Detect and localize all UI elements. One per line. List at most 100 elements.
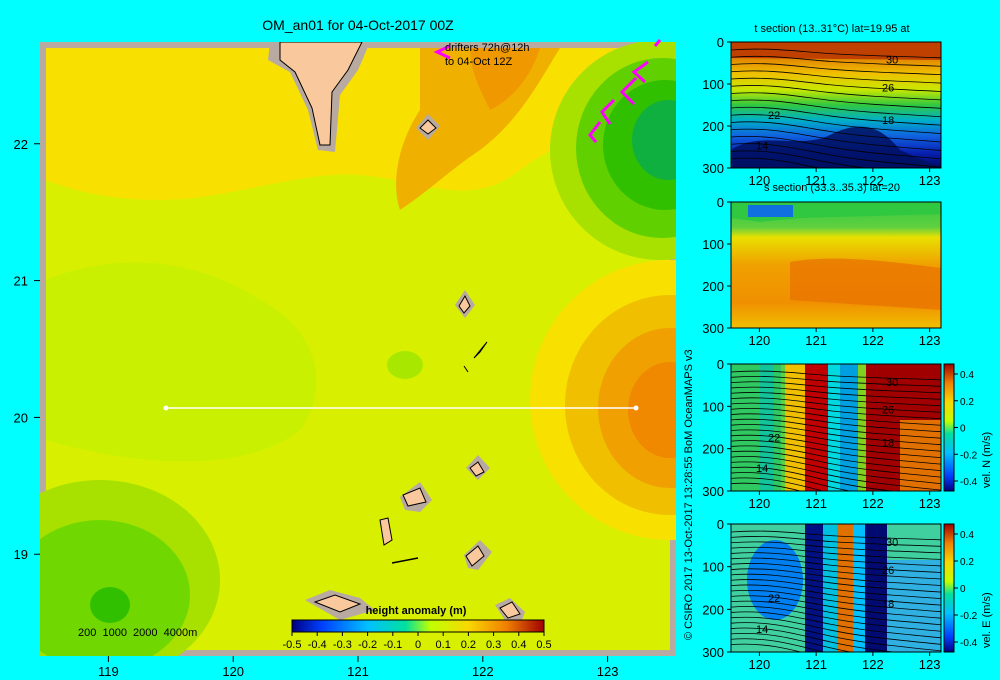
section-x-tick-label: 121 [805, 333, 827, 348]
section-x-tick-label: 122 [862, 657, 884, 672]
isotherm-contour [731, 418, 941, 439]
contour-label: 30 [886, 55, 898, 67]
contour-label: 30 [886, 377, 898, 389]
isotherm-contour [731, 424, 941, 446]
isotherm-contour [731, 622, 941, 652]
isotherm-contour [731, 573, 941, 593]
contour-label: 30 [886, 537, 898, 549]
isotherm-contour [731, 482, 803, 491]
isotherm-contour [731, 595, 941, 619]
isotherm-contour [731, 466, 895, 491]
section-y-tick-label: 300 [702, 645, 724, 660]
section-start-marker [163, 405, 169, 411]
section-y-tick-label: 0 [717, 517, 724, 532]
section-x-tick-label: 123 [919, 496, 941, 511]
contour-label: 14 [756, 463, 768, 475]
colorbar-tick-label: 0.5 [536, 639, 551, 651]
colorbar-tick-label: -0.5 [283, 639, 302, 651]
isotherm-contour [731, 55, 941, 67]
depth-legend: 200 1000 2000 4000m [78, 627, 197, 639]
isotherm-contour [731, 461, 941, 491]
section-x-tick-label: 120 [749, 333, 771, 348]
contour-label: 14 [756, 140, 768, 152]
map-x-tick-label: 120 [222, 664, 244, 679]
vel-n-colorbar [943, 363, 955, 492]
isotherm-contour [731, 143, 941, 168]
isotherm-contour [731, 114, 941, 134]
map-x-tick-label: 122 [472, 664, 494, 679]
isotherm-contour [731, 589, 941, 613]
isotherm-contour [731, 546, 941, 560]
contour-label: 14 [756, 624, 768, 636]
section-y-tick-label: 100 [702, 77, 724, 92]
contour-label: 26 [882, 405, 894, 417]
isotherm-contour [731, 450, 941, 478]
colorbar-tick-label: -0.1 [383, 639, 402, 651]
section-y-tick-label: 200 [702, 442, 724, 457]
isotherm-contour [731, 477, 825, 491]
section-x-tick-label: 120 [749, 496, 771, 511]
vel-colorbar-tick-label: 0.4 [960, 530, 974, 541]
colorbar-ramp [291, 619, 545, 633]
isotherm-contour [731, 600, 941, 626]
vel-colorbar-tick-label: 0.4 [960, 370, 974, 381]
credit-text: © CSIRO 2017 13-Oct-2017 13:28:55 BoM Oc… [683, 349, 695, 640]
isotherm-contour [731, 402, 941, 420]
isotherm-contour [731, 375, 941, 387]
vel-colorbar-tick-label: -0.2 [960, 450, 978, 461]
isotherm-contour [731, 445, 941, 472]
section-x-tick-label: 120 [749, 173, 771, 188]
map-title: OM_an01 for 04-Oct-2017 00Z [262, 17, 454, 33]
contour-label: 26 [882, 82, 894, 94]
colorbar-tick-label: 0.4 [511, 639, 526, 651]
contour-label: 18 [882, 438, 894, 450]
isotherm-contour [731, 627, 897, 652]
vel-colorbar-tick-label: 0.2 [960, 557, 974, 568]
isotherm-contour [731, 472, 852, 491]
map-panel: drifters 72h@12h to 04-Oct 12Z 200 1000 … [40, 39, 676, 656]
map-x-tick-label: 119 [98, 664, 119, 679]
section-x-tick-label: 121 [805, 657, 827, 672]
section-y-tick-label: 300 [702, 484, 724, 499]
isotherm-contour [731, 643, 803, 652]
section-x-tick-label: 123 [919, 333, 941, 348]
isotherm-contour [731, 557, 941, 573]
isotherm-contour [731, 456, 941, 485]
map-x-tick-label: 121 [347, 664, 369, 679]
isotherm-contour [731, 135, 941, 160]
vel-colorbar-tick-label: 0.2 [960, 397, 974, 408]
section-y-tick-label: 0 [717, 195, 724, 210]
section-y-tick-label: 200 [702, 602, 724, 617]
isotherm-contour [731, 616, 941, 645]
section-x-tick-label: 122 [862, 496, 884, 511]
map-y-tick-label: 19 [14, 547, 28, 562]
isotherm-contour [731, 106, 941, 126]
t-section-title: t section (13..31°C) lat=19.95 at [754, 23, 909, 35]
vel-colorbar-tick-label: -0.4 [960, 477, 978, 488]
vel-colorbar-tick-label: -0.4 [960, 638, 978, 649]
colorbar-tick-label: -0.3 [333, 639, 352, 651]
isotherm-contour [731, 584, 941, 606]
drifter-tracks [433, 39, 662, 143]
isotherm-contour [731, 370, 941, 381]
map-x-tick-label: 123 [597, 664, 619, 679]
isotherm-contour [731, 579, 941, 600]
map-y-tick-label: 22 [14, 137, 28, 152]
colorbar-tick-label: -0.4 [308, 639, 327, 651]
section-x-tick-label: 123 [919, 173, 941, 188]
section-x-tick-label: 120 [749, 657, 771, 672]
isotherm-contour [731, 408, 941, 426]
section-x-tick-label: 123 [919, 657, 941, 672]
contour-label: 22 [768, 593, 780, 605]
isotherm-contour [731, 157, 821, 168]
isotherm-contour [731, 121, 941, 143]
map-y-tick-label: 20 [14, 410, 28, 425]
vel-n-section-panel: 30 26 22 18 14 0.4 0.2 0 -0.2 -0.4 vel. N (m/s) [730, 363, 993, 492]
contour-label: 18 [882, 115, 894, 127]
section-x-tick-label: 121 [805, 173, 827, 188]
section-x-tick-label: 122 [862, 173, 884, 188]
section-y-tick-label: 100 [702, 237, 724, 252]
isotherm-contour [731, 632, 853, 652]
isotherm-contour [731, 150, 868, 168]
